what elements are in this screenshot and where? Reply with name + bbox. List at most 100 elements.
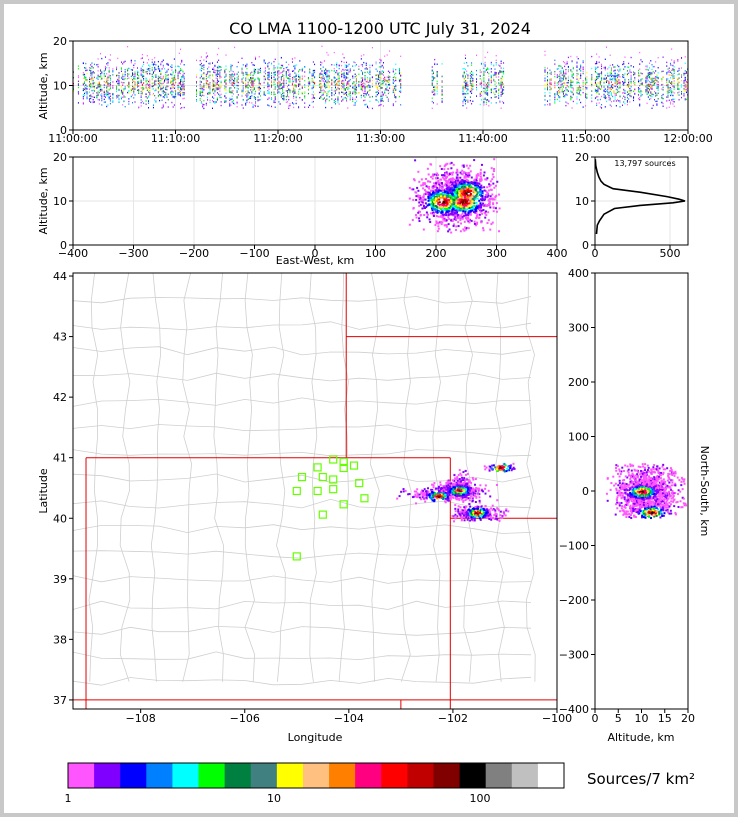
th-source-point (337, 78, 339, 80)
th-source-point (247, 77, 249, 79)
th-source-point (162, 104, 164, 106)
th-source-point (483, 87, 485, 89)
th-source-point (561, 91, 563, 93)
th-source-point (166, 85, 168, 88)
th-source-point (613, 89, 615, 92)
th-source-point (362, 65, 364, 68)
th-source-point (567, 65, 569, 68)
th-source-point (253, 96, 255, 98)
th-source-point (503, 70, 505, 73)
th-source-point (603, 86, 605, 88)
th-source-point (464, 68, 466, 71)
th-source-point (199, 77, 201, 79)
th-source-point (596, 85, 598, 87)
th-source-point (312, 81, 314, 84)
th-source-point (180, 90, 182, 93)
th-source-point (88, 76, 90, 79)
th-source-point (653, 81, 655, 83)
th-source-point (333, 90, 335, 92)
th-source-point (116, 66, 118, 68)
th-source-point (112, 68, 114, 70)
th-source-point (271, 76, 273, 79)
th-source-point (337, 76, 339, 78)
th-source-point (107, 104, 109, 106)
th-source-point (274, 106, 276, 108)
th-source-point (334, 98, 336, 100)
th-source-point (182, 76, 184, 78)
th-source-point (230, 66, 232, 68)
th-source-point (623, 61, 625, 63)
th-source-point (394, 80, 396, 82)
th-source-point (671, 83, 673, 85)
th-source-point (225, 82, 227, 85)
th-source-point (554, 82, 556, 85)
th-source-point (101, 72, 103, 75)
th-source-point (299, 69, 301, 71)
th-source-point (469, 77, 471, 80)
th-source-point (104, 92, 106, 94)
th-source-point (319, 74, 320, 76)
ew-source-point (445, 225, 448, 228)
th-source-point (483, 102, 485, 104)
th-source-point (88, 100, 90, 102)
th-source-point (634, 82, 636, 84)
th-source-point (213, 83, 215, 85)
th-source-point (237, 81, 239, 84)
th-source-point (263, 61, 265, 63)
th-source-point (381, 100, 383, 102)
th-source-point (615, 79, 617, 81)
th-source-point (431, 107, 433, 110)
th-source-point (347, 83, 349, 85)
th-source-point (668, 99, 670, 102)
th-source-point (554, 86, 556, 89)
th-source-point (218, 73, 220, 75)
th-source-point (257, 86, 259, 89)
th-source-point (288, 78, 290, 80)
th-source-point (466, 82, 468, 84)
th-source-point (634, 89, 636, 92)
th-source-point (368, 94, 370, 96)
th-source-point (291, 70, 293, 72)
th-source-point (565, 104, 567, 107)
th-source-point (494, 96, 496, 98)
th-source-point (283, 86, 285, 88)
th-source-point (155, 89, 157, 91)
th-source-point (341, 81, 343, 83)
th-source-point (619, 68, 621, 71)
th-source-point (326, 94, 328, 97)
th-source-point (202, 94, 204, 96)
th-source-point (211, 68, 213, 70)
th-source-point (369, 85, 371, 87)
th-source-point (471, 70, 473, 73)
th-source-point (466, 107, 468, 109)
th-source-point (252, 74, 254, 76)
th-source-point (108, 85, 110, 87)
th-source-point (342, 91, 344, 94)
th-source-point (671, 90, 673, 92)
th-source-point (564, 75, 566, 78)
th-source-point (398, 81, 400, 83)
th-source-point (462, 104, 464, 107)
th-source-point (342, 99, 344, 102)
th-source-point (283, 84, 285, 86)
th-source-point (203, 78, 205, 81)
th-source-point (366, 92, 368, 94)
th-source-point (167, 106, 169, 108)
th-source-point (657, 83, 659, 86)
th-source-point (202, 92, 204, 95)
th-source-point (321, 45, 323, 48)
th-source-point (467, 89, 469, 91)
th-source-point (614, 78, 616, 81)
th-source-point (394, 87, 396, 90)
th-source-point (347, 73, 349, 76)
th-source-point (500, 83, 502, 86)
th-source-point (441, 80, 443, 82)
th-source-point (86, 93, 88, 95)
th-source-point (100, 88, 102, 91)
th-source-point (106, 81, 108, 83)
th-source-point (380, 59, 382, 61)
th-source-point (211, 90, 213, 93)
th-source-point (278, 70, 280, 73)
th-source-point (93, 72, 95, 74)
th-source-point (615, 85, 617, 88)
